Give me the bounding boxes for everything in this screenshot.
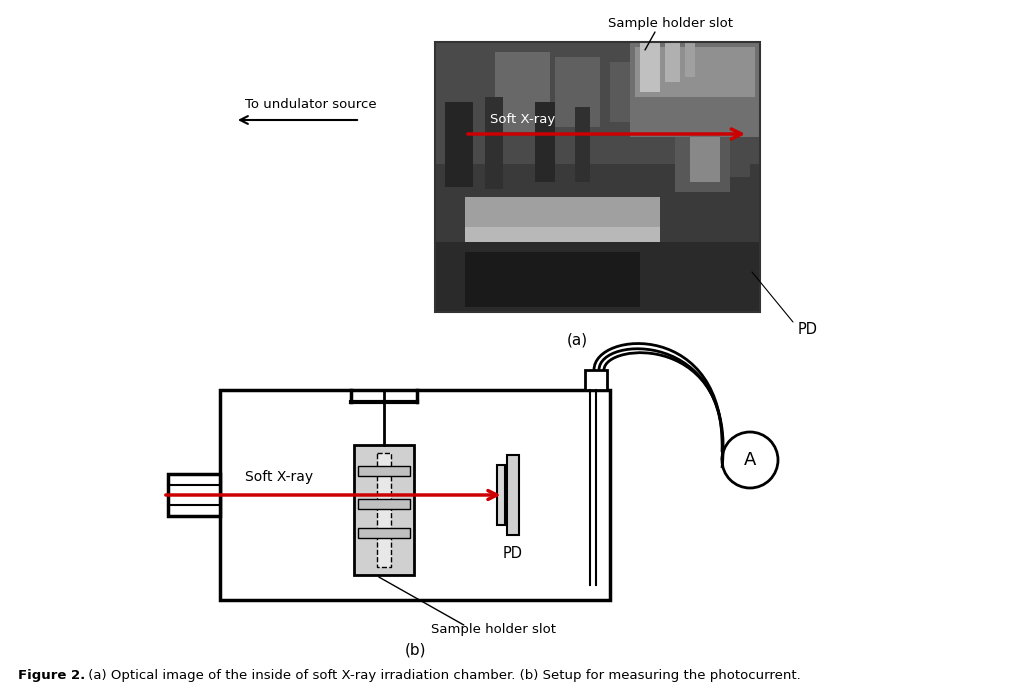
Bar: [640, 42, 660, 92]
Bar: [497, 465, 505, 525]
Bar: [358, 498, 410, 509]
Bar: [630, 42, 760, 137]
Text: Figure 2.: Figure 2.: [18, 669, 85, 681]
Bar: [610, 62, 645, 122]
Text: (b): (b): [405, 642, 426, 658]
Text: Soft X-ray: Soft X-ray: [490, 114, 555, 126]
Bar: [435, 42, 760, 312]
Bar: [710, 57, 750, 122]
Bar: [655, 52, 705, 132]
Bar: [358, 466, 410, 476]
Bar: [465, 252, 640, 307]
Bar: [435, 42, 760, 312]
Bar: [555, 57, 600, 127]
Text: (a): (a): [567, 332, 588, 348]
Text: PD: PD: [503, 546, 522, 560]
Text: Sample holder slot: Sample holder slot: [607, 17, 733, 31]
Bar: [435, 242, 760, 312]
Bar: [690, 92, 721, 182]
Text: Soft X-ray: Soft X-ray: [245, 470, 313, 484]
Bar: [575, 107, 590, 182]
Text: PD: PD: [798, 322, 818, 338]
Bar: [685, 42, 695, 77]
Bar: [665, 42, 680, 82]
Bar: [445, 102, 473, 187]
Bar: [354, 445, 414, 575]
Bar: [635, 47, 755, 97]
Bar: [220, 390, 610, 600]
Bar: [465, 197, 660, 297]
Bar: [435, 42, 760, 163]
Bar: [465, 197, 660, 227]
Text: To undulator source: To undulator source: [245, 98, 377, 112]
Bar: [377, 453, 390, 567]
Bar: [675, 82, 730, 192]
Bar: [730, 97, 750, 177]
Bar: [535, 102, 555, 182]
Bar: [495, 52, 550, 132]
Bar: [354, 445, 414, 575]
Bar: [507, 455, 518, 535]
Text: A: A: [744, 451, 756, 469]
Bar: [358, 528, 410, 538]
Bar: [585, 370, 607, 390]
Bar: [168, 474, 220, 516]
Bar: [485, 97, 503, 189]
Text: Sample holder slot: Sample holder slot: [431, 623, 556, 637]
Text: (a) Optical image of the inside of soft X-ray irradiation chamber. (b) Setup for: (a) Optical image of the inside of soft …: [84, 669, 801, 681]
